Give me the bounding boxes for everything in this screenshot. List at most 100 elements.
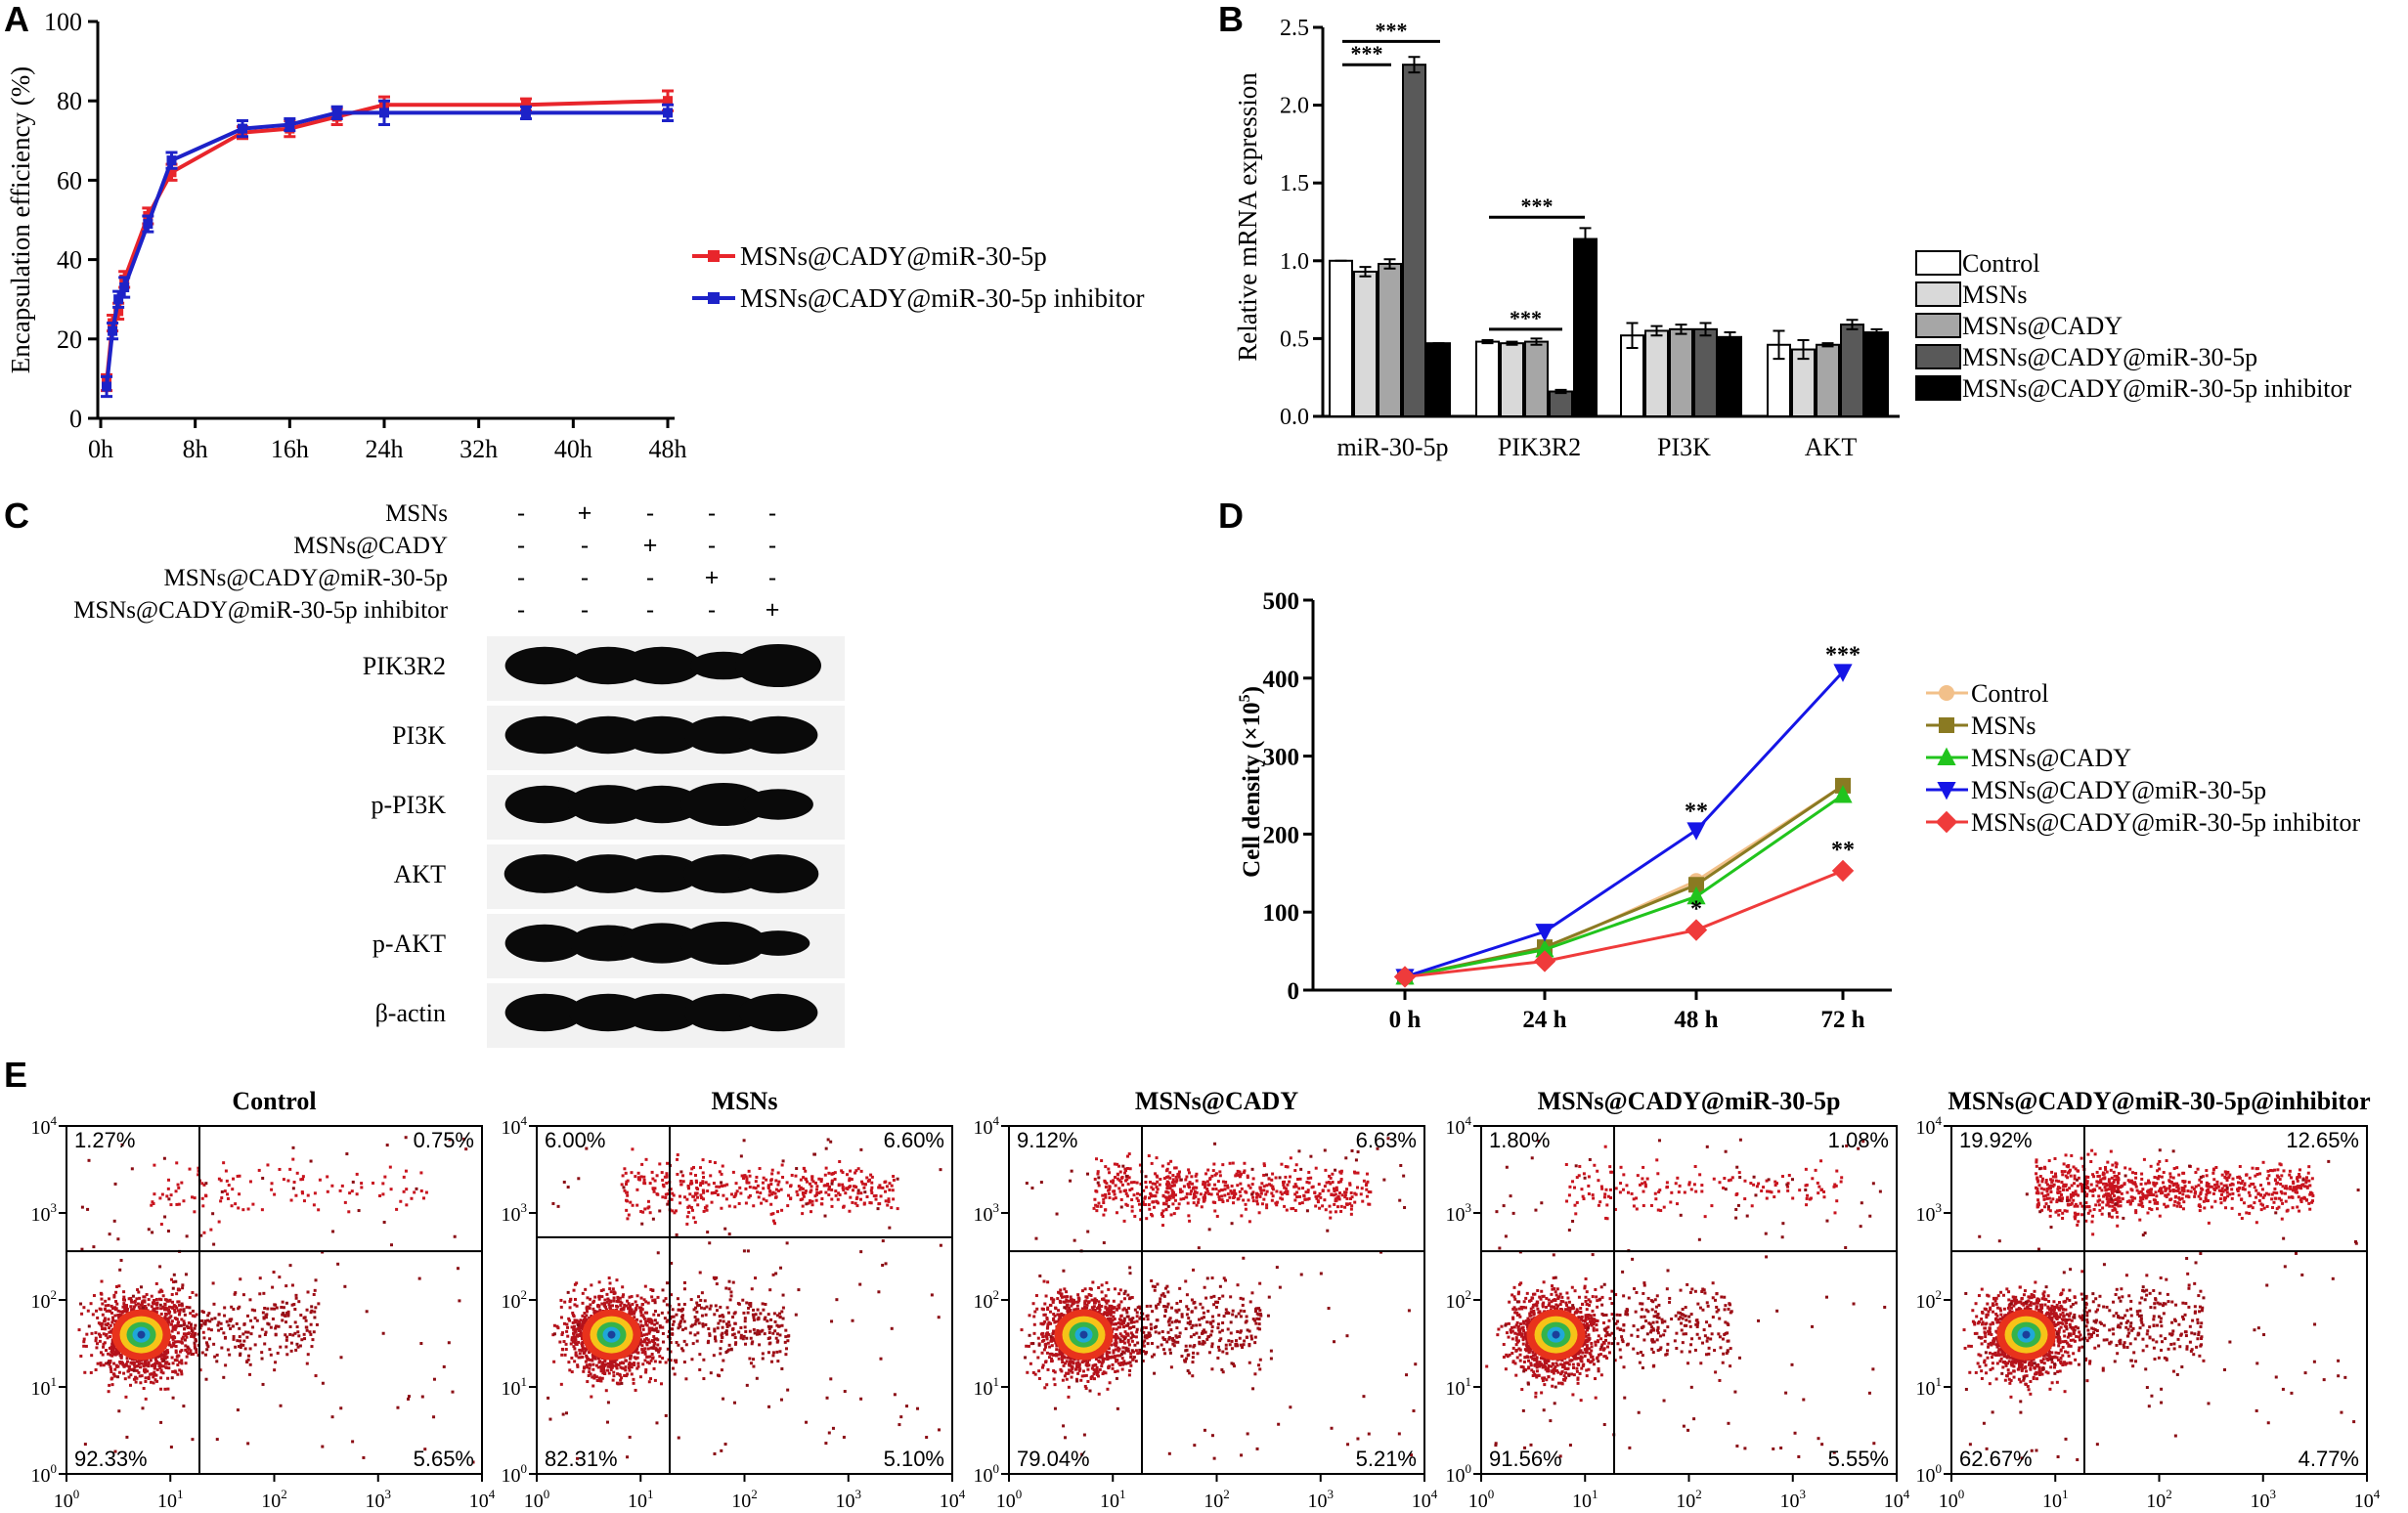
- e-dot: [878, 1202, 882, 1206]
- e-x-tick-label: 100: [996, 1487, 1023, 1512]
- e-dot: [261, 1382, 265, 1386]
- e-dot: [285, 1353, 289, 1357]
- e-dot: [1093, 1309, 1097, 1313]
- e-dot: [645, 1323, 649, 1327]
- b-bar: [1353, 270, 1378, 417]
- e-dot: [784, 1328, 788, 1332]
- e-dot: [1108, 1351, 1112, 1355]
- e-dot: [672, 1315, 676, 1318]
- e-dot: [723, 1443, 727, 1447]
- e-dot: [135, 1364, 139, 1368]
- c-treatment-sign: -: [581, 564, 589, 591]
- d-legend-label-4: MSNs@CADY@miR-30-5p inhibitor: [1971, 808, 2361, 837]
- e-dot: [781, 1175, 785, 1179]
- d-point-2: [1686, 886, 1706, 905]
- e-dot: [161, 1364, 165, 1368]
- e-dot: [681, 1328, 685, 1332]
- e-dot: [155, 1355, 159, 1359]
- e-dot: [739, 1333, 743, 1337]
- e-dot: [629, 1356, 633, 1360]
- e-dot: [1043, 1386, 1047, 1390]
- e-dot: [600, 1362, 604, 1366]
- e-dot: [1115, 1360, 1118, 1363]
- e-dot: [84, 1344, 88, 1348]
- e-dot: [726, 1348, 730, 1352]
- e-dot: [561, 1348, 565, 1352]
- e-x-tick-label: 103: [366, 1487, 392, 1512]
- e-dot: [859, 1147, 863, 1151]
- e-dot: [593, 1354, 597, 1358]
- e-dot: [1134, 1335, 1138, 1339]
- e-dot: [107, 1361, 110, 1364]
- e-dot: [199, 1233, 203, 1237]
- e-dot: [656, 1329, 660, 1333]
- e-dot: [678, 1303, 681, 1307]
- e-dot: [1100, 1364, 1104, 1368]
- d-point-4: [1393, 966, 1417, 988]
- e-dot: [1094, 1358, 1098, 1362]
- e-dot: [703, 1307, 707, 1311]
- e-dot: [127, 1369, 131, 1373]
- e-dot: [153, 1378, 157, 1382]
- e-dot: [596, 1365, 600, 1369]
- e-dot: [1118, 1354, 1122, 1358]
- e-dot: [572, 1332, 576, 1336]
- e-dot: [649, 1287, 653, 1291]
- e-dot: [170, 1376, 174, 1380]
- e-quadrant-ur: 6.60%: [884, 1128, 944, 1152]
- e-dot: [188, 1167, 192, 1171]
- e-dot: [608, 1306, 612, 1310]
- e-dot: [95, 1346, 99, 1350]
- e-dot: [655, 1326, 659, 1330]
- e-dot: [223, 1314, 227, 1318]
- e-dot: [114, 1290, 118, 1294]
- e-dot: [238, 1192, 241, 1196]
- e-dot: [1121, 1339, 1125, 1343]
- e-x-tick-label: 101: [1100, 1487, 1126, 1512]
- e-dot: [1097, 1359, 1101, 1362]
- e-dot: [241, 1208, 245, 1212]
- e-dot: [114, 1347, 118, 1351]
- e-dot: [150, 1203, 153, 1207]
- e-dot: [180, 1372, 184, 1376]
- e-dot: [575, 1304, 579, 1308]
- e-dot: [100, 1321, 104, 1325]
- e-dot: [616, 1295, 620, 1299]
- e-dot: [795, 1167, 799, 1171]
- e-dot: [372, 1181, 375, 1185]
- e-dot: [801, 1204, 805, 1208]
- e-dot: [598, 1360, 602, 1363]
- e-dot: [236, 1408, 240, 1412]
- e-dot: [1105, 1308, 1109, 1312]
- e-dot: [243, 1330, 247, 1334]
- e-dot: [1097, 1356, 1101, 1360]
- e-dot: [1112, 1335, 1116, 1339]
- e-dot: [1099, 1354, 1103, 1358]
- e-dot: [731, 1316, 735, 1319]
- d-point-3: [1686, 822, 1706, 841]
- e-dot: [580, 1332, 584, 1336]
- e-dot: [619, 1362, 623, 1365]
- e-dot: [703, 1299, 707, 1303]
- e-dot: [796, 1193, 800, 1197]
- e-dot: [1107, 1317, 1111, 1320]
- e-dot: [162, 1353, 166, 1357]
- e-dot: [312, 1330, 316, 1334]
- e-dot: [618, 1372, 622, 1376]
- e-dot: [701, 1324, 705, 1328]
- e-dot: [829, 1140, 833, 1144]
- b-error-bar: [1724, 331, 1736, 343]
- e-dot: [612, 1359, 616, 1362]
- e-dot: [284, 1314, 287, 1318]
- e-dot: [650, 1352, 654, 1356]
- e-dot: [432, 1377, 436, 1381]
- e-dot: [628, 1435, 632, 1439]
- e-dot: [112, 1344, 116, 1348]
- e-dot: [627, 1213, 631, 1217]
- e-dot: [248, 1298, 252, 1302]
- e-dot: [1065, 1295, 1069, 1299]
- e-dot: [746, 1249, 750, 1253]
- e-dot: [269, 1353, 273, 1357]
- e-dot: [780, 1208, 784, 1212]
- e-dot: [671, 1209, 675, 1213]
